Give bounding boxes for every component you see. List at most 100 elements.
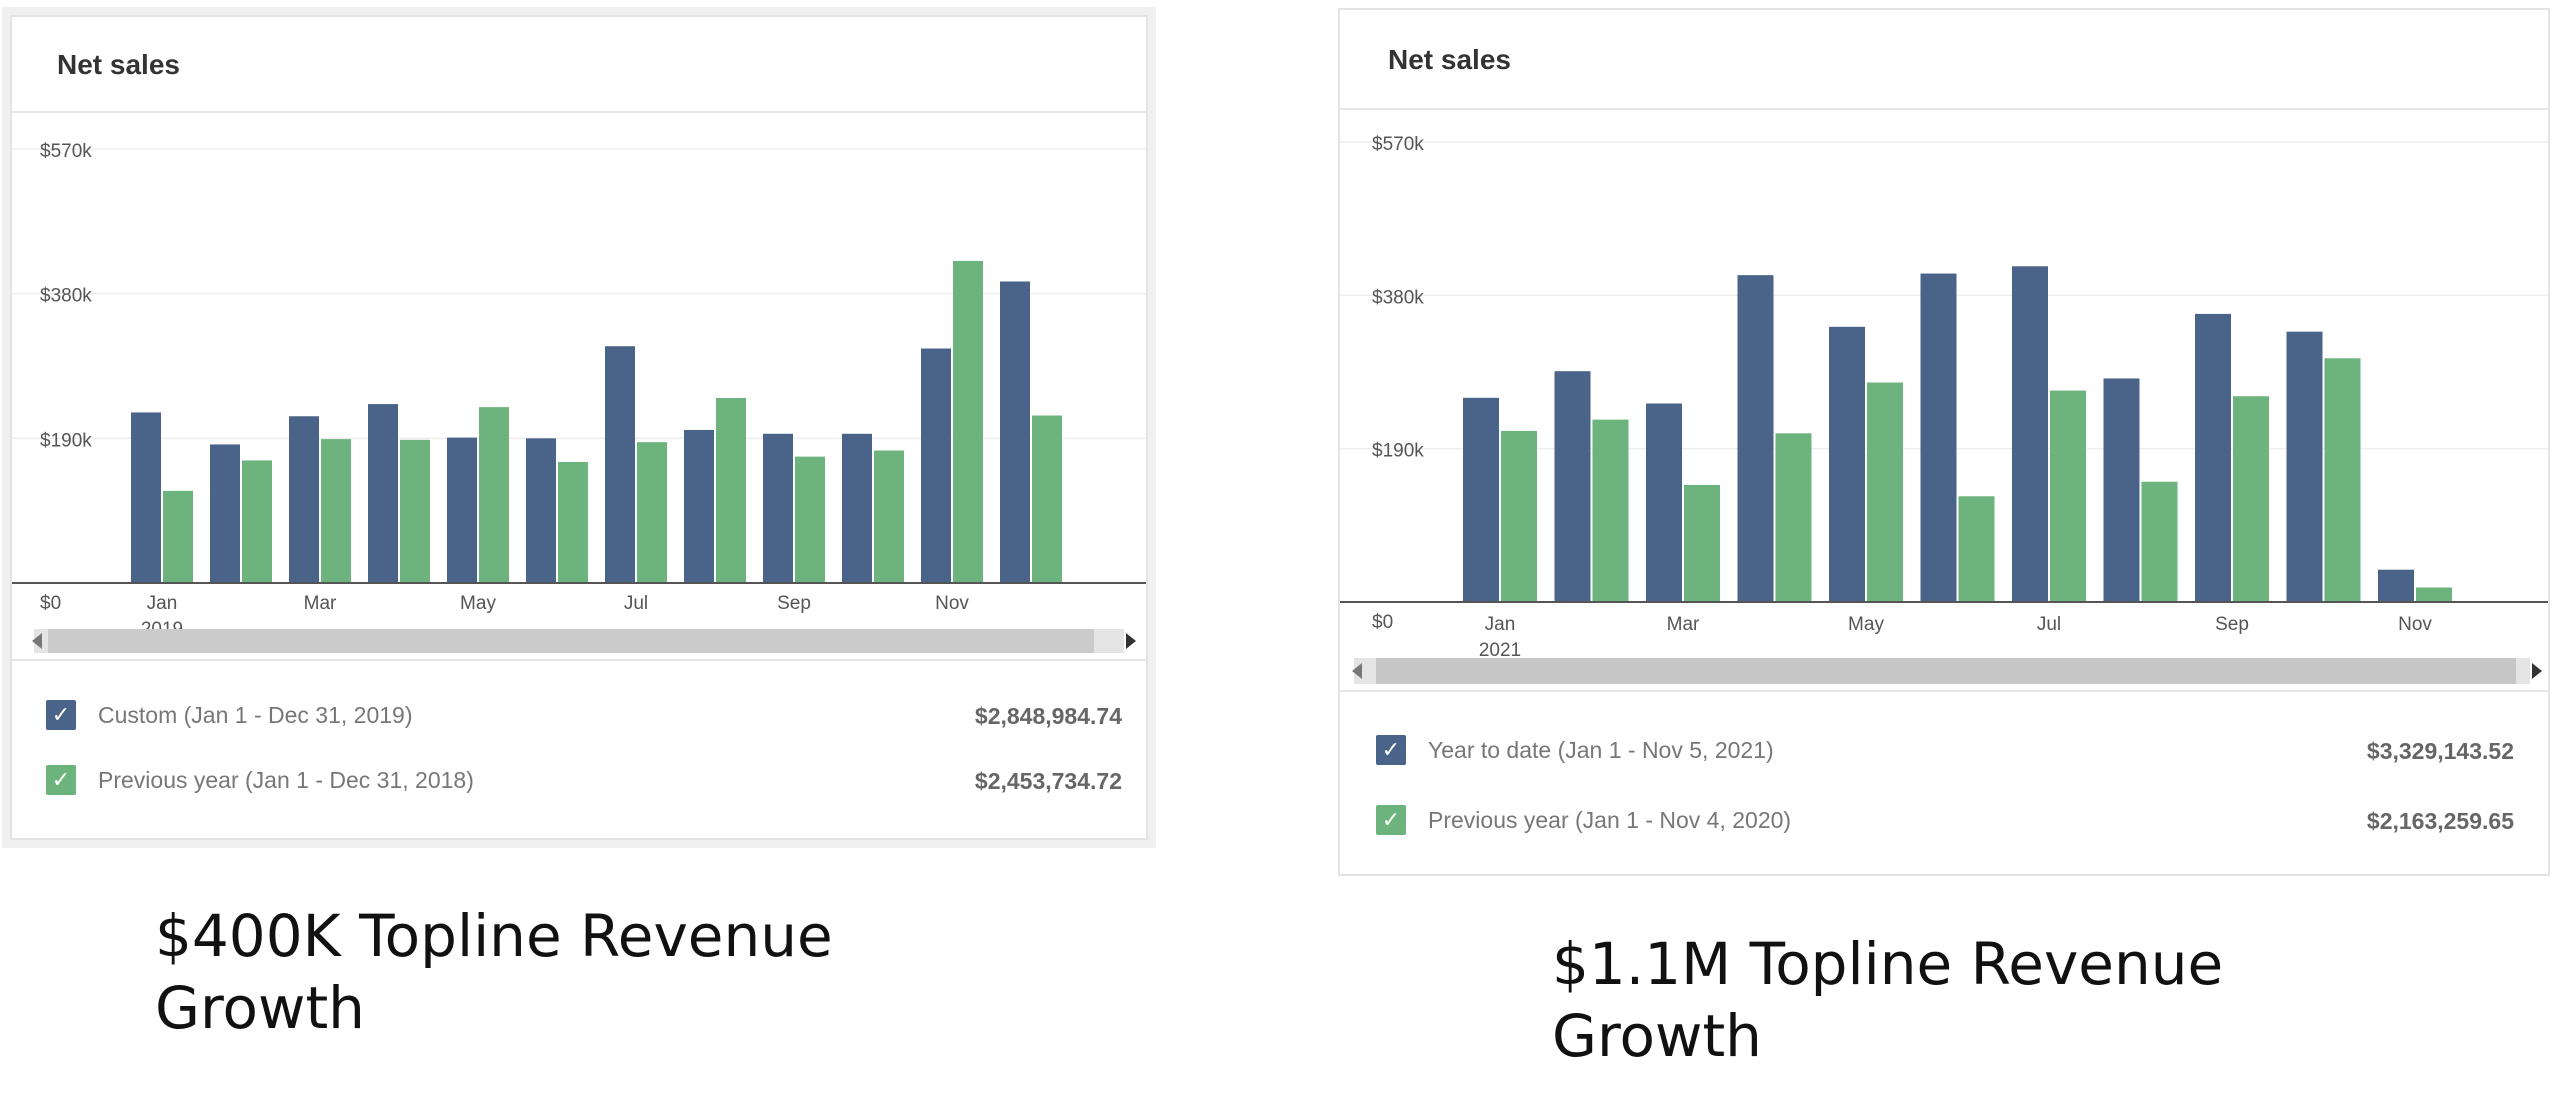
net-sales-panel-2019: Net sales $0 $190k $380k $570k Jan Mar May Jul S…: [2, 7, 1156, 848]
checkbox-checked-icon[interactable]: ✓: [1376, 805, 1406, 835]
checkbox-checked-icon[interactable]: ✓: [46, 700, 76, 730]
caption-line: Growth: [1552, 1002, 1762, 1070]
checkbox-checked-icon[interactable]: ✓: [46, 765, 76, 795]
bar-current: [2195, 313, 2231, 602]
bar-current: [526, 438, 556, 583]
legend-item-previous[interactable]: ✓ Previous year (Jan 1 - Nov 4, 2020): [1376, 804, 1791, 836]
bar-previous: [2324, 358, 2361, 602]
bar-current: [368, 404, 398, 583]
bar-current: [2378, 569, 2414, 602]
caption-line: $400K Topline Revenue: [155, 902, 833, 970]
bar-previous: [479, 407, 509, 583]
x-tick-label: Mar: [1667, 614, 1700, 635]
bar-current: [763, 433, 793, 583]
bar-previous: [1592, 419, 1629, 602]
panel-title: Net sales: [1388, 44, 1511, 75]
legend-item-current[interactable]: ✓ Custom (Jan 1 - Dec 31, 2019): [46, 699, 412, 731]
bar-current: [1737, 275, 1774, 602]
bar-previous: [1684, 484, 1720, 602]
y-tick-label: $0: [1372, 612, 1393, 633]
chart-scrollbar[interactable]: [1352, 658, 2542, 684]
bar-current: [1646, 403, 1682, 602]
bar-current: [210, 444, 240, 583]
legend-value: $3,329,143.52: [2366, 738, 2514, 764]
legend-value: $2,453,734.72: [974, 768, 1122, 794]
caption-right: $1.1M Topline Revenue Growth: [1552, 928, 2223, 1072]
bar-current: [605, 346, 635, 583]
scroll-left-arrow[interactable]: [1352, 663, 1362, 679]
bar-previous: [400, 439, 430, 583]
bar-previous: [163, 490, 193, 583]
x-tick-label: Mar: [304, 593, 337, 614]
y-tick-label: $190k: [40, 430, 92, 451]
bar-previous: [637, 442, 667, 583]
bar-current: [684, 429, 714, 583]
bar-current: [842, 433, 872, 583]
bar-current: [1463, 397, 1499, 602]
legend-value: $2,163,259.65: [2366, 808, 2514, 834]
legend-label: Year to date (Jan 1 - Nov 5, 2021): [1428, 736, 1774, 763]
legend-divider: [12, 659, 1146, 661]
bar-previous: [874, 450, 904, 583]
bar-current: [289, 416, 319, 583]
legend-item-previous[interactable]: ✓ Previous year (Jan 1 - Dec 31, 2018): [46, 764, 474, 796]
x-tick-label: Nov: [2398, 614, 2432, 635]
header-divider: [1340, 108, 2548, 110]
scroll-thumb[interactable]: [1376, 658, 2516, 684]
chart-scrollbar[interactable]: [32, 629, 1136, 653]
net-sales-chart-2021: $0 $190k $380k $570k Jan Mar May Jul Sep Nov 2021: [1340, 134, 2548, 661]
bar-current: [2286, 331, 2323, 602]
bar-previous: [242, 460, 272, 583]
legend-label: Previous year (Jan 1 - Dec 31, 2018): [98, 766, 474, 793]
scroll-left-arrow[interactable]: [32, 633, 42, 649]
bar-current: [1920, 273, 1957, 602]
bar-previous: [716, 397, 746, 583]
bar-previous: [2050, 390, 2086, 602]
x-tick-label: May: [460, 593, 496, 614]
x-tick-label: Sep: [777, 593, 811, 614]
x-tick-label: Sep: [2215, 614, 2249, 635]
bar-previous: [1867, 382, 1903, 602]
bar-previous: [2141, 481, 2178, 602]
bar-current: [1554, 371, 1591, 602]
bar-current: [921, 348, 951, 583]
bar-previous: [558, 461, 588, 583]
checkbox-checked-icon[interactable]: ✓: [1376, 735, 1406, 765]
legend-value: $2,848,984.74: [974, 703, 1122, 729]
panel-title: Net sales: [57, 49, 180, 80]
bar-previous: [2233, 396, 2269, 602]
bar-current: [2103, 378, 2140, 602]
y-tick-label: $570k: [1372, 134, 1424, 155]
bar-previous: [321, 439, 351, 583]
caption-left: $400K Topline Revenue Growth: [155, 900, 833, 1044]
bar-current: [2012, 266, 2048, 602]
scroll-thumb[interactable]: [48, 629, 1094, 653]
legend-divider: [1340, 690, 2548, 692]
bar-previous: [795, 456, 825, 583]
y-tick-label: $380k: [40, 286, 92, 307]
bar-previous: [953, 260, 983, 583]
bar-current: [1000, 281, 1030, 583]
bar-current: [1829, 326, 1865, 602]
net-sales-panel-2021: Net sales $0 $190k $380k $570k Jan Mar May Jul S…: [1338, 8, 2550, 876]
header-divider: [12, 111, 1146, 113]
x-tick-label: Jan: [147, 593, 178, 614]
x-tick-label: Jul: [624, 593, 648, 614]
x-year-label: 2021: [1479, 640, 1521, 661]
x-tick-label: Jul: [2037, 614, 2061, 635]
bar-current: [447, 437, 477, 583]
caption-line: $1.1M Topline Revenue: [1552, 930, 2224, 998]
caption-line: Growth: [155, 974, 365, 1042]
bar-previous: [1501, 430, 1537, 602]
y-tick-label: $190k: [1372, 441, 1424, 462]
x-tick-label: Nov: [935, 593, 969, 614]
bar-current: [131, 412, 161, 583]
legend-label: Custom (Jan 1 - Dec 31, 2019): [98, 701, 413, 728]
y-tick-label: $0: [40, 593, 61, 614]
legend-item-current[interactable]: ✓ Year to date (Jan 1 - Nov 5, 2021): [1376, 734, 1774, 766]
scroll-right-arrow[interactable]: [2532, 663, 2542, 679]
x-tick-label: Jan: [1485, 614, 1516, 635]
scroll-right-arrow[interactable]: [1126, 633, 1136, 649]
y-tick-label: $570k: [40, 141, 92, 162]
